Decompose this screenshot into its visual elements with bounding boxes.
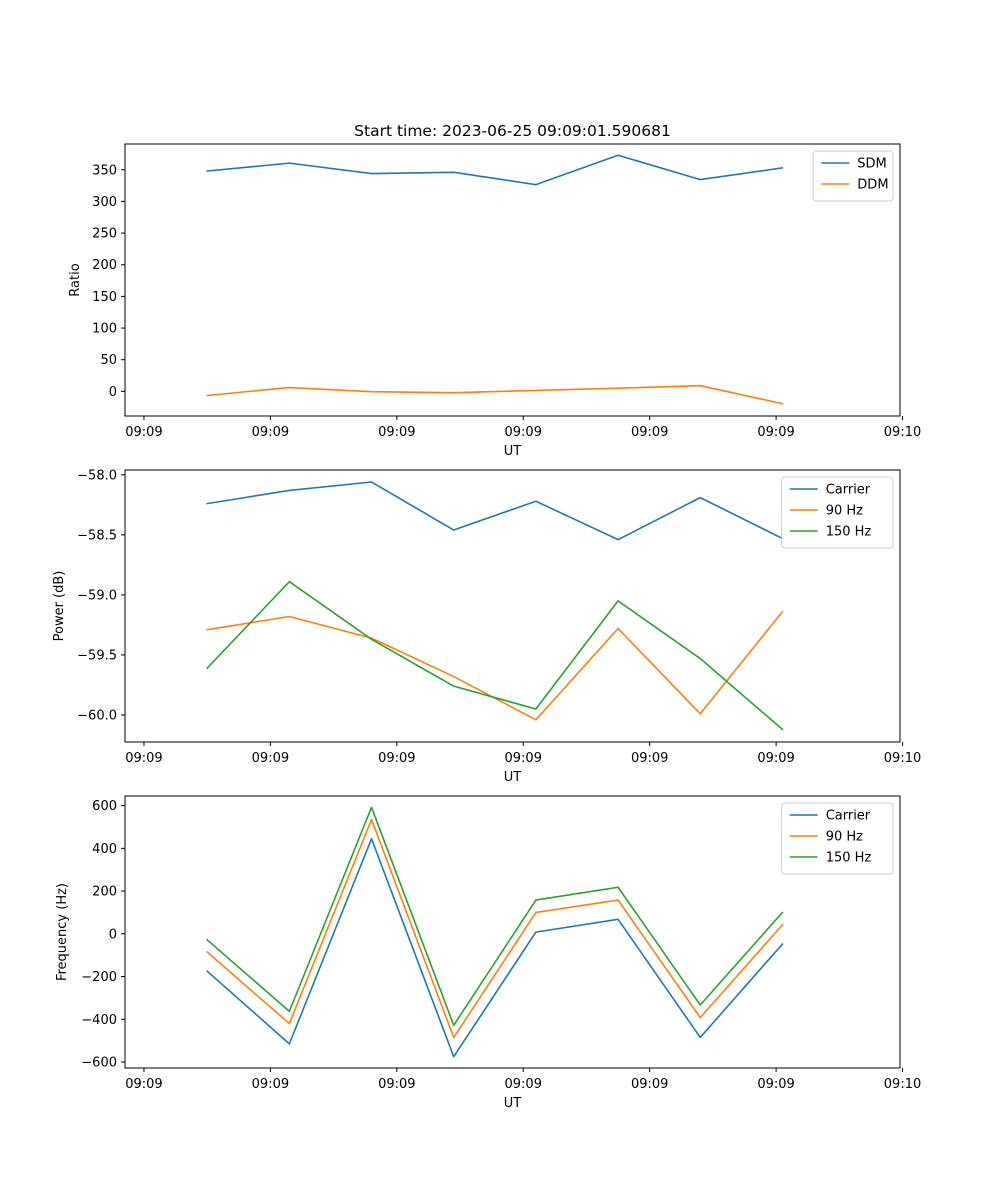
x-tick-label: 09:09 (757, 751, 794, 766)
series-line-150-hz (206, 580, 784, 731)
x-tick-label: 09:09 (125, 425, 162, 440)
legend-label: 90 Hz (826, 830, 863, 845)
y-tick-label: 100 (92, 322, 117, 337)
x-tick-label: 09:10 (884, 751, 921, 766)
chart-title: Start time: 2023-06-25 09:09:01.590681 (354, 122, 671, 140)
y-tick-label: −58.5 (77, 528, 117, 543)
x-tick-label: 09:09 (505, 1077, 542, 1092)
y-tick-label: 0 (109, 385, 117, 400)
legend: Carrier 90 Hz 150 Hz (781, 802, 894, 875)
series-line-carrier (206, 837, 784, 1058)
x-tick-label: 09:09 (252, 1077, 289, 1092)
y-tick-label: −400 (81, 1013, 117, 1028)
subplot-1: 09:09 09:09 09:09 09:09 09:09 09:09 09:10 0 50 10… (68, 143, 921, 459)
y-tick-label: 200 (92, 258, 117, 273)
y-tick-label: 200 (92, 885, 117, 900)
y-tick-label: 350 (92, 163, 117, 178)
y-tick-label: 0 (109, 927, 117, 942)
x-tick-label: 09:09 (631, 751, 668, 766)
legend-label: 150 Hz (826, 525, 872, 540)
y-tick-label: −200 (81, 970, 117, 985)
y-tick-label: −58.0 (77, 468, 117, 483)
y-tick-label: −600 (81, 1056, 117, 1071)
x-tick-label: 09:09 (631, 1077, 668, 1092)
legend-label: 90 Hz (826, 504, 863, 519)
x-tick-label: 09:09 (631, 425, 668, 440)
x-axis-label: UT (504, 770, 522, 785)
y-axis-label: Ratio (68, 263, 83, 296)
x-tick-label: 09:09 (125, 751, 162, 766)
subplot-2: 09:09 09:09 09:09 09:09 09:09 09:09 09:10 −58.0… (52, 468, 921, 785)
x-tick-label: 09:10 (884, 1077, 921, 1092)
y-axis-label: Frequency (Hz) (55, 883, 70, 981)
y-tick-label: −59.5 (77, 648, 117, 663)
y-tick-label: 400 (92, 842, 117, 857)
x-tick-label: 09:09 (378, 1077, 415, 1092)
plot-frame (124, 795, 901, 1069)
series-line-ddm (206, 384, 784, 405)
y-tick-label: 150 (92, 290, 117, 305)
x-tick-label: 09:09 (125, 1077, 162, 1092)
y-tick-label: 600 (92, 799, 117, 814)
plot-frame (124, 143, 901, 417)
y-tick-label: 250 (92, 227, 117, 242)
y-axis-label: Power (dB) (52, 571, 67, 642)
legend-label: DDM (857, 178, 888, 193)
x-tick-label: 09:09 (505, 751, 542, 766)
legend-label: 150 Hz (826, 851, 872, 866)
legend: SDM DDM (812, 150, 894, 202)
y-tick-label: −60.0 (77, 708, 117, 723)
y-tick-label: −59.0 (77, 588, 117, 603)
series-line-carrier (206, 481, 784, 541)
y-tick-label: 50 (100, 353, 117, 368)
x-tick-label: 09:09 (252, 425, 289, 440)
legend: Carrier 90 Hz 150 Hz (781, 476, 894, 549)
legend-label: Carrier (826, 809, 871, 824)
x-tick-label: 09:09 (378, 751, 415, 766)
subplot-3: 09:09 09:09 09:09 09:09 09:09 09:09 09:10 −600 −… (55, 795, 921, 1111)
x-tick-label: 09:09 (757, 425, 794, 440)
series-line-sdm (206, 154, 784, 186)
x-axis-label: UT (504, 1096, 522, 1111)
x-axis-label: UT (504, 444, 522, 459)
x-tick-label: 09:09 (757, 1077, 794, 1092)
legend-label: Carrier (826, 483, 871, 498)
series-line-90-hz (206, 818, 784, 1039)
plot-frame (124, 469, 901, 743)
x-tick-label: 09:09 (505, 425, 542, 440)
x-tick-label: 09:10 (884, 425, 921, 440)
y-tick-label: 300 (92, 195, 117, 210)
legend-label: SDM (857, 157, 886, 172)
x-tick-label: 09:09 (378, 425, 415, 440)
series-line-90-hz (206, 610, 784, 721)
x-tick-label: 09:09 (252, 751, 289, 766)
series-line-150-hz (206, 806, 784, 1027)
